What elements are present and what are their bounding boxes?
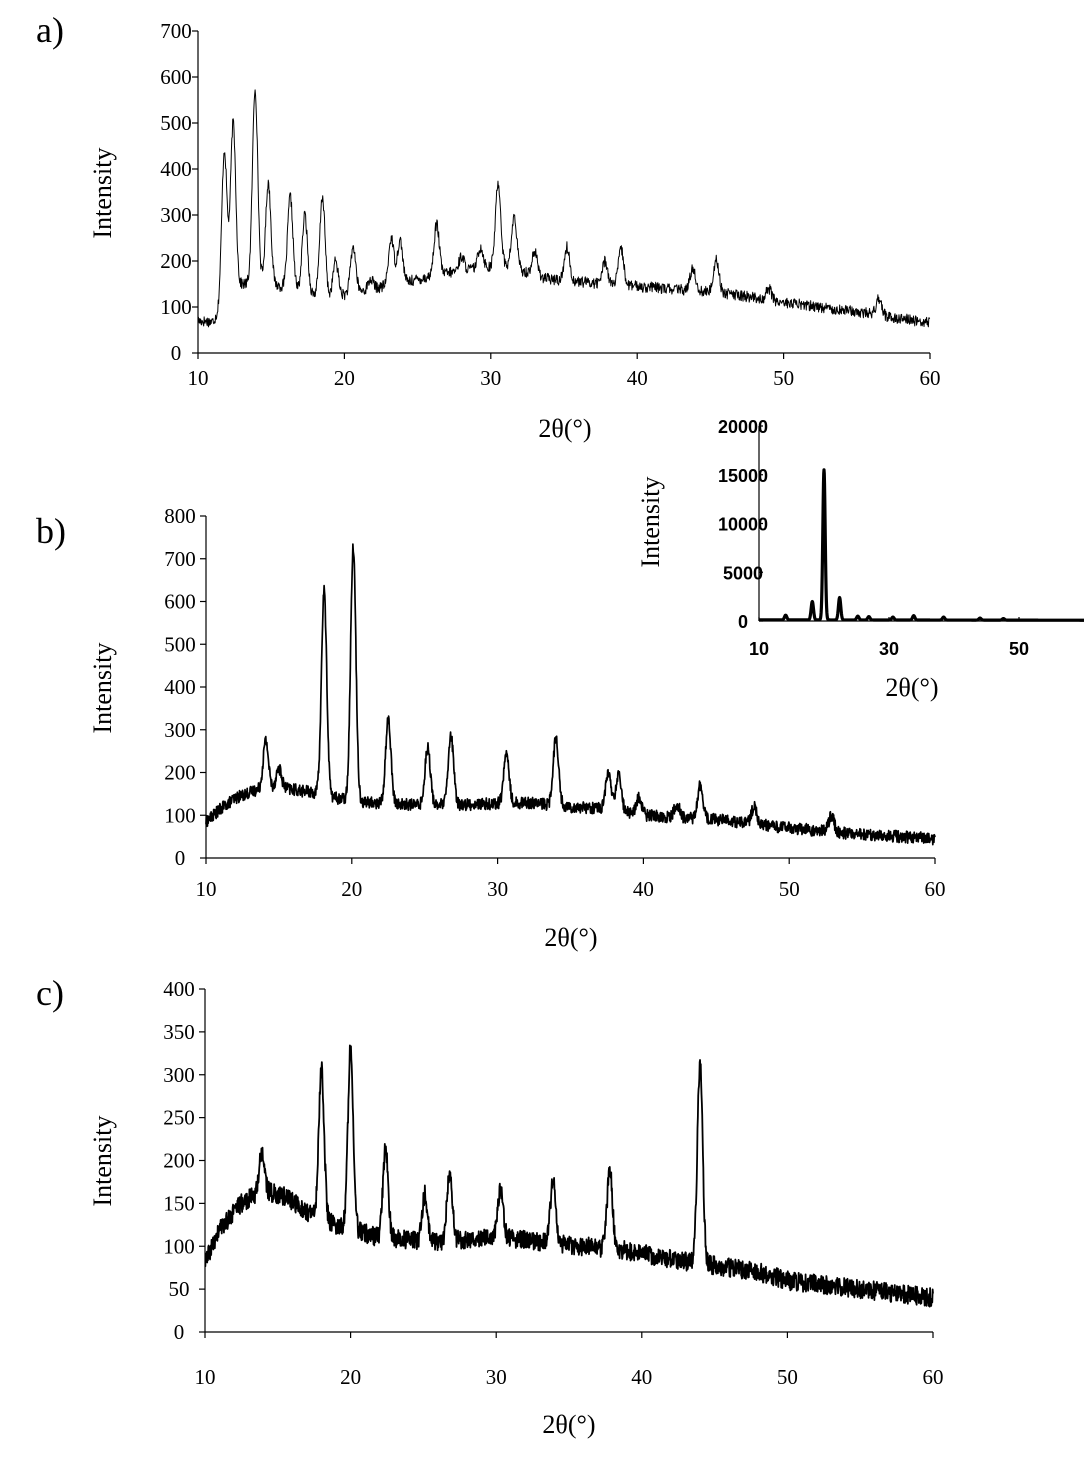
- panel-b-y-tick-label: 800: [164, 504, 196, 528]
- inset-xrd-trace: [757, 468, 1086, 622]
- panel-b-label: b): [36, 511, 66, 551]
- panel-a-x-tick-label: 50: [773, 366, 794, 390]
- panel-c-y-tick-label: 250: [163, 1106, 195, 1130]
- panel-a-label: a): [36, 10, 64, 50]
- inset-x-tick-label: 50: [1009, 639, 1029, 659]
- panel-c-y-tick-label: 0: [174, 1320, 185, 1344]
- panel-c-y-tick-label: 100: [163, 1234, 195, 1258]
- panel-c-y-axis-title: Intensity: [88, 1116, 117, 1207]
- panel-b-x-tick-label: 10: [196, 877, 217, 901]
- panel-a-x-tick-label: 10: [188, 366, 209, 390]
- panel-a-y-axis-title: Intensity: [88, 148, 117, 239]
- inset-plot-area: 0 5000 10000 15000 20000 10 30 50: [718, 417, 1086, 659]
- panel-a-y-tick-label: 600: [160, 65, 192, 89]
- panel-c-x-tick-label: 50: [777, 1365, 798, 1389]
- panel-c-y-tick-label: 350: [163, 1020, 195, 1044]
- panel-c-label: c): [36, 973, 64, 1013]
- panel-b-y-tick-label: 700: [164, 547, 196, 571]
- panel-b-x-tick-label: 30: [487, 877, 508, 901]
- panel-b-x-tick-label: 60: [925, 877, 946, 901]
- panel-c-x-tick-label: 30: [486, 1365, 507, 1389]
- panel-c-y-tick-label: 300: [163, 1063, 195, 1087]
- inset: Intensity 2θ(°) 0 5000 10000 15000 20000 10 30…: [636, 417, 1086, 702]
- panel-b: b) Intensity 2θ(°) 010020030040050060070…: [36, 504, 946, 952]
- inset-y-tick-label: 15000: [718, 466, 768, 486]
- panel-b-y-axis-title: Intensity: [88, 643, 117, 734]
- panel-c-x-axis-title: 2θ(°): [542, 1410, 595, 1439]
- panel-b-y-tick-label: 400: [164, 675, 196, 699]
- panel-b-y-tick-label: 300: [164, 718, 196, 742]
- inset-x-tick-label: 10: [749, 639, 769, 659]
- panel-c-xrd-trace: [204, 1044, 934, 1308]
- panel-c-x-tick-label: 40: [631, 1365, 652, 1389]
- panel-c-y-tick-label: 200: [163, 1149, 195, 1173]
- inset-y-axis-title: Intensity: [636, 477, 665, 568]
- panel-b-x-tick-label: 40: [633, 877, 654, 901]
- panel-a-y-tick-label: 700: [160, 19, 192, 43]
- panel-a-xrd-trace: [197, 89, 931, 328]
- panel-a-y-tick-label: 200: [160, 249, 192, 273]
- panel-b-y-tick-label: 600: [164, 590, 196, 614]
- panel-c-y-tick-label: 50: [169, 1277, 190, 1301]
- panel-b-x-axis-title: 2θ(°): [544, 923, 597, 952]
- inset-y-tick-label: 5000: [723, 563, 763, 583]
- panel-a-plot-area: 0 100 200 300 400 500 600 700 10 20 30 40 50 60: [160, 19, 940, 390]
- inset-y-tick-label: 10000: [718, 515, 768, 535]
- panel-a-y-tick-label: 500: [160, 111, 192, 135]
- panel-b-y-tick-label: 200: [164, 761, 196, 785]
- panel-a-y-tick-label: 100: [160, 295, 192, 319]
- panel-c-x-tick-label: 10: [195, 1365, 216, 1389]
- panel-c-y-tick-label: 400: [163, 977, 195, 1001]
- panel-c-x-tick-label: 60: [923, 1365, 944, 1389]
- inset-y-tick-label: 20000: [718, 417, 768, 437]
- panel-b-y-tick-label: 500: [164, 632, 196, 656]
- panel-c-x-tick-label: 20: [340, 1365, 361, 1389]
- panel-a-x-axis-title: 2θ(°): [538, 414, 591, 443]
- panel-a-x-tick-label: 30: [480, 366, 501, 390]
- panel-a-y-tick-label: 0: [171, 341, 182, 365]
- panel-b-xrd-trace: [205, 543, 936, 846]
- panel-c-plot-area: 0 50 100 150 200 250 300 350 400 10 20 30 40 50 60: [163, 977, 943, 1389]
- panel-c: c) Intensity 2θ(°) 0 50 100 150 200 250 300 350…: [36, 973, 944, 1439]
- inset-x-axis-title: 2θ(°): [885, 673, 938, 702]
- panel-a: a) Intensity 2θ(°) 0 100 200 300 400 500 600 70…: [36, 10, 941, 443]
- panel-a-x-tick-label: 40: [627, 366, 648, 390]
- panel-a-y-tick-label: 300: [160, 203, 192, 227]
- panel-a-x-tick-label: 20: [334, 366, 355, 390]
- panel-b-x-tick-label: 20: [341, 877, 362, 901]
- inset-y-tick-label: 0: [738, 612, 748, 632]
- panel-b-x-tick-label: 50: [779, 877, 800, 901]
- panel-a-y-tick-label: 400: [160, 157, 192, 181]
- inset-x-tick-label: 30: [879, 639, 899, 659]
- panel-a-x-tick-label: 60: [920, 366, 941, 390]
- panel-b-y-tick-label: 0: [175, 846, 186, 870]
- panel-c-y-tick-label: 150: [163, 1191, 195, 1215]
- panel-b-y-tick-label: 100: [164, 803, 196, 827]
